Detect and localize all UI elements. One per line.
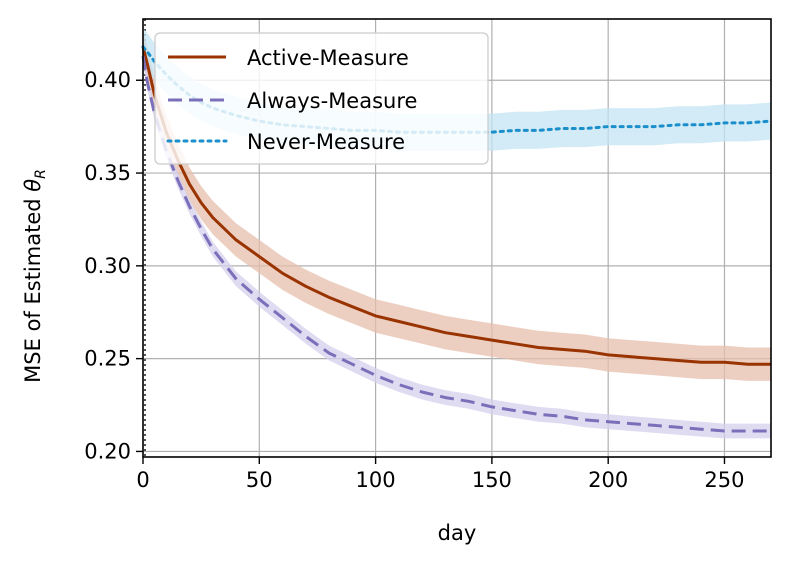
y-tick-label: 0.25: [84, 347, 131, 371]
y-tick-label: 0.40: [84, 68, 131, 92]
x-axis-label: day: [438, 521, 477, 545]
y-tick-label: 0.30: [84, 254, 131, 278]
legend-label-never-measure: Never-Measure: [247, 130, 405, 154]
legend-label-always-measure: Always-Measure: [247, 89, 417, 113]
line-never-measure: [141, 45, 773, 134]
band-active-measure: [143, 30, 771, 381]
legend-label-active-measure: Active-Measure: [247, 46, 409, 70]
x-tick-label: 0: [136, 468, 149, 492]
x-tick-label: 150: [472, 468, 512, 492]
legend: Active-Measure Always-Measure Never-Meas…: [154, 32, 489, 165]
x-tick-label: 250: [704, 468, 744, 492]
y-tick-label: 0.35: [84, 161, 131, 185]
x-tick-label: 50: [246, 468, 273, 492]
series-lines: [141, 45, 773, 433]
plot-frame: [142, 18, 772, 458]
legend-box: [154, 32, 489, 165]
line-active-measure: [141, 46, 771, 366]
y-axis-label: MSE of Estimated θR: [21, 169, 49, 383]
line-always-measure: [141, 55, 771, 433]
y-tick-label: 0.20: [84, 439, 131, 463]
x-tick-label: 200: [588, 468, 628, 492]
axis-ticks: 0 50 100 150 200 250 0.20 0.25 0.30 0.35 0.40: [84, 68, 744, 492]
x-tick-label: 100: [356, 468, 396, 492]
